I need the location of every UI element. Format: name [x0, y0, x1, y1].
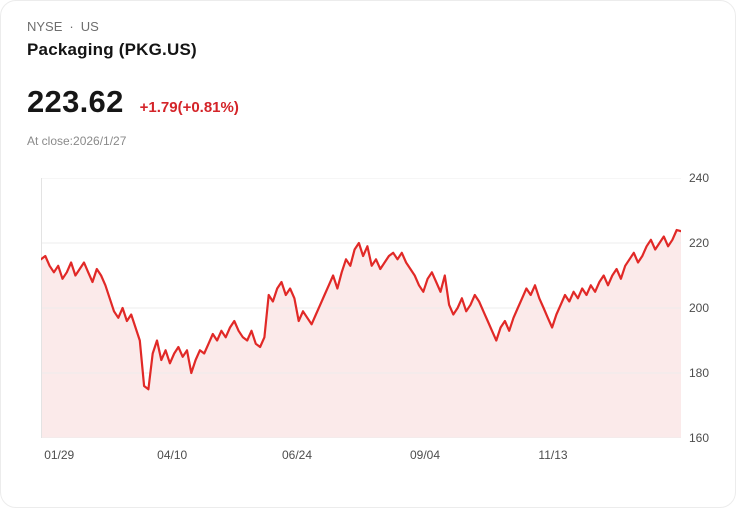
price-change: +1.79(+0.81%) — [139, 99, 239, 116]
x-axis-tick-label: 01/29 — [44, 448, 75, 462]
price-row: 223.62 +1.79(+0.81%) — [27, 84, 709, 120]
exchange-label: NYSE — [27, 19, 63, 34]
y-axis: 240 220 200 180 160 — [681, 171, 725, 445]
page-title: Packaging (PKG.US) — [27, 40, 197, 59]
exchange-row: NYSE · US — [27, 19, 709, 34]
quote-header: NYSE · US Packaging (PKG.US) 223.62 +1.7… — [1, 1, 735, 148]
y-axis-tick-label: 180 — [689, 366, 710, 380]
y-axis-tick-label: 240 — [689, 171, 710, 185]
exchange-separator-dot: · — [69, 19, 74, 34]
x-axis-tick-label: 06/24 — [281, 448, 313, 462]
chart-region: 01/29 04/10 06/24 09/04 11/13 240 220 200 180 16… — [41, 171, 727, 462]
price-chart-svg — [41, 178, 681, 438]
x-axis-tick-label: 04/10 — [157, 448, 188, 462]
x-axis-tick-label: 11/13 — [538, 448, 568, 462]
region-label: US — [80, 19, 99, 34]
last-price: 223.62 — [27, 84, 124, 119]
plot-area: 01/29 04/10 06/24 09/04 11/13 — [41, 178, 681, 462]
y-axis-tick-label: 200 — [689, 301, 710, 315]
y-axis-tick-label: 160 — [689, 431, 710, 445]
close-timestamp: At close:2026/1/27 — [27, 134, 127, 148]
x-axis-tick-label: 09/04 — [409, 448, 441, 462]
y-axis-tick-label: 220 — [689, 236, 710, 250]
